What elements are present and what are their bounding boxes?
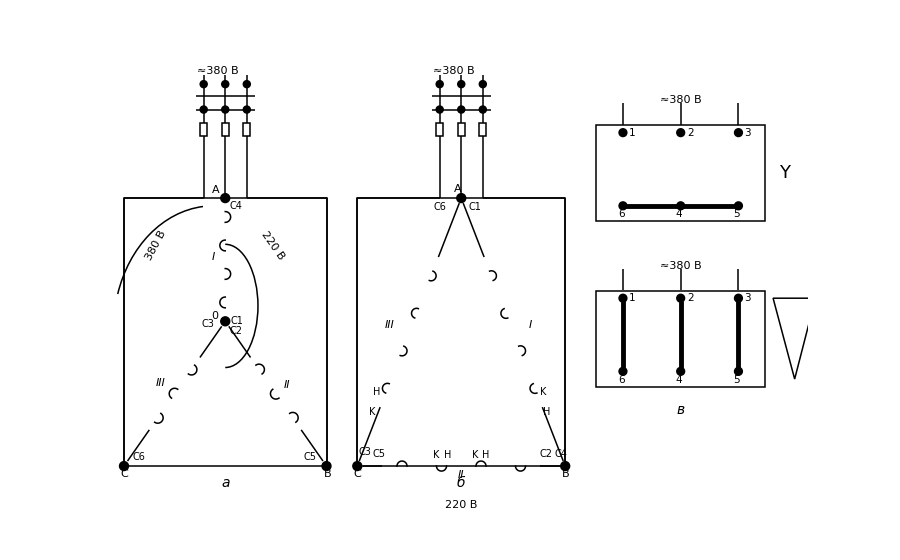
Text: A: A [212, 185, 219, 195]
Text: в: в [677, 403, 685, 417]
Text: ≈380 В: ≈380 В [197, 67, 238, 76]
Text: III: III [156, 378, 166, 388]
Circle shape [436, 106, 443, 113]
Text: C5: C5 [373, 449, 385, 459]
Text: K: K [472, 450, 478, 460]
Circle shape [677, 295, 685, 302]
Text: 220 В: 220 В [259, 230, 286, 262]
Text: 380 В: 380 В [144, 228, 168, 262]
Circle shape [436, 81, 443, 87]
Text: C2: C2 [230, 326, 242, 337]
Text: H: H [544, 407, 551, 417]
Bar [436, 123, 443, 136]
Text: 1: 1 [629, 293, 635, 303]
Text: 4: 4 [676, 209, 682, 220]
Text: A: A [454, 184, 462, 194]
Bar [596, 291, 765, 387]
Circle shape [619, 202, 626, 209]
Text: ≈380 В: ≈380 В [660, 261, 701, 271]
Circle shape [677, 367, 685, 375]
Text: III: III [385, 320, 395, 330]
Text: 2: 2 [687, 128, 694, 138]
Text: C6: C6 [133, 452, 146, 462]
Text: H: H [374, 387, 381, 397]
Text: C: C [354, 469, 361, 479]
Circle shape [734, 202, 742, 209]
Text: 5: 5 [734, 209, 740, 220]
Text: Y: Y [779, 164, 790, 182]
Circle shape [200, 81, 207, 87]
Circle shape [480, 106, 486, 113]
Circle shape [458, 81, 464, 87]
Text: H: H [482, 450, 490, 460]
Circle shape [220, 194, 230, 203]
Text: K: K [540, 387, 546, 397]
Bar [221, 123, 229, 136]
Circle shape [353, 461, 362, 470]
Text: 3: 3 [744, 293, 752, 303]
Text: II: II [284, 380, 291, 390]
Circle shape [457, 194, 465, 203]
Circle shape [619, 129, 626, 137]
Text: ≈380 В: ≈380 В [660, 95, 701, 105]
Circle shape [458, 106, 464, 113]
Text: C3: C3 [358, 447, 372, 458]
Text: 0: 0 [211, 311, 218, 321]
Text: C: C [120, 469, 128, 479]
Circle shape [243, 81, 250, 87]
Text: C1: C1 [469, 202, 482, 212]
Text: 4: 4 [676, 375, 682, 385]
Text: 1: 1 [629, 128, 635, 138]
Text: B: B [562, 469, 569, 479]
Circle shape [221, 81, 229, 87]
Circle shape [619, 367, 626, 375]
Text: 3: 3 [744, 128, 752, 138]
Circle shape [677, 202, 685, 209]
Bar [243, 123, 250, 136]
Circle shape [221, 106, 229, 113]
Text: C2: C2 [539, 449, 553, 459]
Bar [458, 123, 464, 136]
Circle shape [734, 129, 742, 137]
Bar [200, 123, 207, 136]
Text: II: II [458, 470, 464, 479]
Text: 5: 5 [734, 375, 740, 385]
Circle shape [734, 367, 742, 375]
Circle shape [220, 317, 230, 326]
Bar [357, 198, 565, 466]
Text: C5: C5 [303, 452, 316, 462]
Circle shape [561, 461, 570, 470]
Text: K: K [434, 450, 440, 460]
Circle shape [200, 106, 207, 113]
Bar [596, 125, 765, 221]
Text: а: а [221, 476, 230, 490]
Circle shape [678, 203, 684, 209]
Text: K: K [369, 407, 375, 417]
Bar [480, 123, 486, 136]
Text: I: I [528, 320, 532, 330]
Circle shape [120, 461, 129, 470]
Text: C6: C6 [433, 202, 446, 212]
Circle shape [322, 461, 331, 470]
Text: 6: 6 [618, 375, 625, 385]
Text: б: б [457, 476, 465, 490]
Text: ≈380 В: ≈380 В [433, 67, 474, 76]
Text: 6: 6 [618, 209, 625, 220]
Text: C4: C4 [554, 449, 567, 459]
Circle shape [243, 106, 250, 113]
Circle shape [677, 129, 685, 137]
Text: 2: 2 [687, 293, 694, 303]
Text: I: I [212, 251, 215, 262]
Text: C1: C1 [230, 316, 244, 325]
Circle shape [619, 295, 626, 302]
Text: 220 В: 220 В [446, 501, 477, 510]
Text: C4: C4 [230, 201, 243, 211]
Circle shape [480, 81, 486, 87]
Circle shape [734, 295, 742, 302]
Text: B: B [324, 469, 332, 479]
Bar [124, 198, 327, 466]
Text: C3: C3 [201, 319, 214, 329]
Text: H: H [444, 450, 451, 460]
